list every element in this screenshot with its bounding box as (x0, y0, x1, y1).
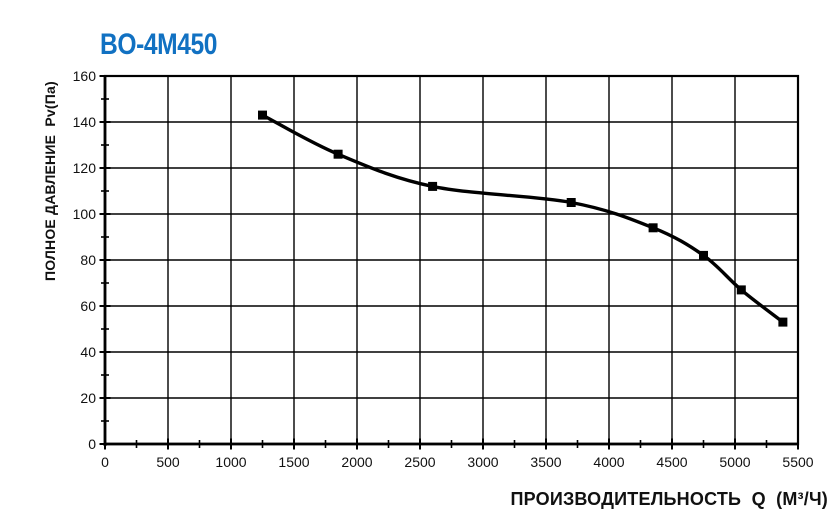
x-tick-label: 3500 (530, 454, 561, 470)
x-tick-label: 5500 (782, 454, 813, 470)
x-tick-label: 1000 (215, 454, 246, 470)
x-tick-label: 4000 (593, 454, 624, 470)
y-tick-label: 120 (73, 160, 97, 176)
y-tick-label: 0 (88, 436, 96, 452)
data-point-marker (428, 181, 438, 191)
performance-curve (260, 113, 785, 324)
y-tick-label: 160 (73, 68, 97, 84)
x-axis-title: ПРОИЗВОДИТЕЛЬНОСТЬ Q (М³/Ч) (510, 489, 828, 509)
data-point-marker (648, 223, 658, 233)
data-point-marker (699, 250, 708, 260)
y-axis-title: ПОЛНОЕ ДАВЛЕНИЕ Pv(Па) (42, 81, 58, 281)
data-point-marker (778, 317, 788, 327)
x-tick-label: 3000 (467, 454, 498, 470)
x-tick-label: 500 (156, 454, 180, 470)
y-tick-label: 80 (80, 252, 96, 268)
data-point-marker (258, 110, 267, 120)
x-tick-label: 5000 (719, 454, 750, 470)
x-tick-label: 0 (101, 454, 109, 470)
chart-title: BO-4M450 (100, 28, 218, 61)
y-tick-label: 40 (80, 344, 96, 360)
y-tick-label: 60 (80, 298, 96, 314)
y-tick-label: 100 (73, 206, 97, 222)
x-tick-label: 1500 (278, 454, 309, 470)
x-tick-label: 2500 (404, 454, 435, 470)
data-point-marker (736, 285, 746, 295)
y-tick-label: 20 (80, 390, 96, 406)
data-point-marker (333, 149, 343, 159)
data-point-marker (566, 198, 576, 207)
y-tick-label: 140 (73, 114, 97, 130)
x-tick-label: 4500 (656, 454, 687, 470)
x-tick-label: 2000 (341, 454, 372, 470)
